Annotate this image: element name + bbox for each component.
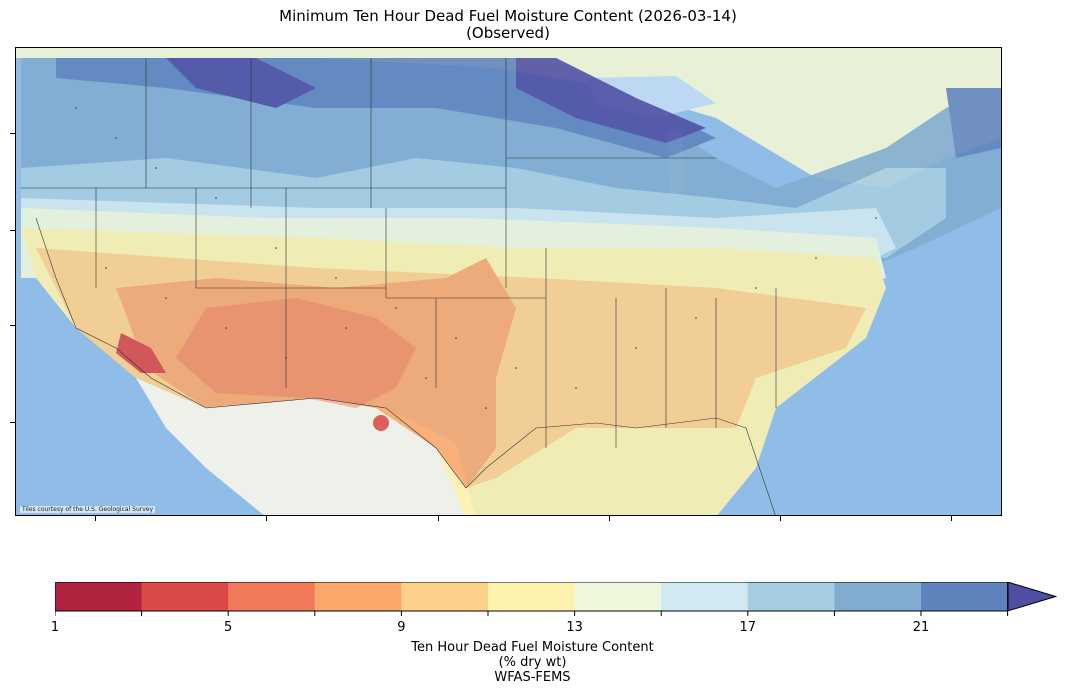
- band-3-5-spot: [373, 415, 389, 431]
- x-axis-tick: [951, 516, 952, 521]
- y-axis-tick: [10, 133, 15, 134]
- colorbar-bin: [141, 582, 229, 611]
- x-axis-tick: [438, 516, 439, 521]
- x-axis-tick: [780, 516, 781, 521]
- map-canvas: [16, 48, 1001, 515]
- moisture-contours: [21, 58, 1001, 515]
- colorbar-tick-label: 17: [739, 620, 757, 635]
- colorbar: [55, 582, 1057, 616]
- band-3-5: [116, 333, 166, 373]
- colorbar-bin: [921, 582, 1009, 611]
- band-7-9: [116, 258, 516, 488]
- colorbar-tick-label: 9: [397, 620, 406, 635]
- band-5-7: [176, 298, 416, 408]
- moisture-map[interactable]: Tiles courtesy of the U.S. Geological Su…: [15, 47, 1002, 516]
- station-markers: [75, 107, 877, 409]
- band-23plus-b: [516, 58, 706, 143]
- y-axis-tick: [10, 325, 15, 326]
- colorbar-bin: [661, 582, 749, 611]
- colorbar-label-line-3: WFAS-FEMS: [494, 670, 571, 685]
- colorbar-bin: [55, 582, 143, 611]
- colorbar-outline: [55, 582, 1009, 612]
- colorbar-bin: [574, 582, 662, 611]
- colorbar-bin: [488, 582, 576, 611]
- colorbar-tick-label: 21: [912, 620, 930, 635]
- colorbar-bin: [401, 582, 489, 611]
- colorbar-tick-label: 1: [50, 620, 60, 635]
- colorbar-label-line-1: Ten Hour Dead Fuel Moisture Content: [411, 640, 654, 655]
- colorbar-bins: [55, 582, 1057, 612]
- title-line-1: Minimum Ten Hour Dead Fuel Moisture Cont…: [279, 7, 737, 25]
- colorbar-extend-arrow: [1007, 582, 1057, 612]
- map-title: Minimum Ten Hour Dead Fuel Moisture Cont…: [0, 8, 1016, 42]
- colorbar-label-line-2: (% dry wt): [498, 655, 567, 670]
- colorbar-bin: [747, 582, 835, 611]
- colorbar-tick-label: 5: [224, 620, 233, 635]
- colorbar-ticks: [55, 611, 1009, 616]
- x-axis-tick: [95, 516, 96, 521]
- canada-land: [16, 48, 1001, 188]
- colorbar-bin: [228, 582, 316, 611]
- colorbar-tick-label: 13: [566, 620, 583, 635]
- state-borders: [21, 58, 777, 515]
- y-axis-tick: [10, 422, 15, 423]
- y-axis-tick: [10, 230, 15, 231]
- x-axis-tick: [266, 516, 267, 521]
- x-axis-tick: [609, 516, 610, 521]
- colorbar-label: Ten Hour Dead Fuel Moisture Content (% d…: [0, 640, 1065, 685]
- colorbar-bin: [314, 582, 402, 611]
- colorbar-bin: [834, 582, 922, 611]
- map-attribution: Tiles courtesy of the U.S. Geological Su…: [20, 506, 156, 513]
- band-23plus-a: [166, 58, 316, 108]
- title-line-2: (Observed): [466, 24, 550, 42]
- band-21-23-ne: [946, 88, 1001, 158]
